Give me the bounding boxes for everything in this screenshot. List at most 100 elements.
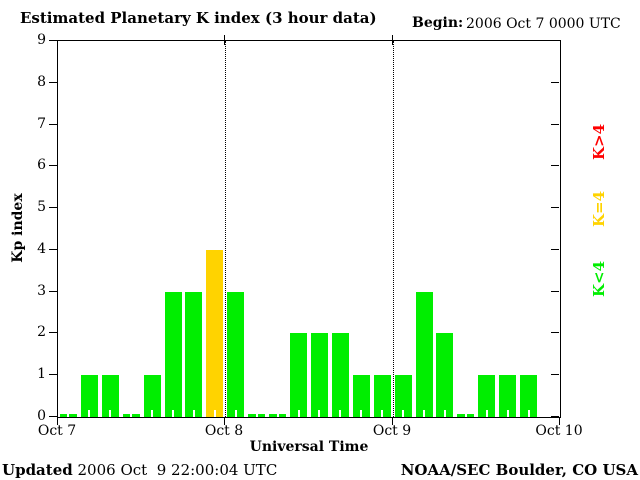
x-axis-tick	[392, 417, 393, 425]
begin-value: 2006 Oct 7 0000 UTC	[466, 16, 621, 32]
kp-bar	[394, 375, 412, 417]
axis-minor-tick	[88, 410, 91, 417]
y-axis-tick	[49, 124, 57, 125]
kp-bar	[436, 333, 454, 417]
kp-bar	[164, 292, 182, 417]
x-tick-label: Oct 10	[535, 423, 583, 439]
axis-minor-tick	[255, 410, 258, 417]
x-tick-label: Oct 7	[37, 423, 77, 439]
y-tick-label: 9	[37, 32, 46, 48]
kp-bar	[290, 333, 308, 417]
kp-bar	[80, 375, 98, 417]
y-tick-label: 3	[37, 283, 46, 299]
kp-bar	[331, 333, 349, 417]
y-axis-tick	[49, 165, 57, 166]
axis-minor-tick	[339, 410, 342, 417]
y-axis-tick-mirror	[551, 207, 559, 208]
axis-minor-tick	[381, 410, 384, 417]
kp-bar	[59, 410, 77, 417]
x-axis-tick-top	[224, 35, 225, 45]
y-tick-label: 4	[37, 241, 46, 257]
kp-bar	[143, 375, 161, 417]
legend-k-gt-4: K>4	[590, 123, 608, 161]
plot-area	[57, 40, 561, 418]
axis-minor-tick	[151, 410, 154, 417]
axis-minor-tick	[506, 410, 509, 417]
y-tick-label: 2	[37, 324, 46, 340]
axis-minor-tick	[527, 410, 530, 417]
y-tick-label: 1	[37, 366, 46, 382]
y-axis-tick	[49, 207, 57, 208]
axis-minor-tick	[109, 410, 112, 417]
axis-minor-tick	[360, 410, 363, 417]
y-axis-tick-mirror	[551, 291, 559, 292]
y-axis-tick-mirror	[551, 249, 559, 250]
kp-bar	[101, 375, 119, 417]
axis-minor-tick	[443, 410, 446, 417]
axis-minor-tick	[297, 410, 300, 417]
y-axis-tick	[49, 374, 57, 375]
axis-minor-tick	[276, 410, 279, 417]
kp-bar	[248, 410, 266, 417]
updated-value: 2006 Oct 9 22:00:04 UTC	[72, 461, 278, 479]
y-axis-tick	[49, 416, 57, 417]
kp-bar	[499, 375, 517, 417]
y-axis-tick-mirror	[551, 82, 559, 83]
x-tick-label: Oct 8	[204, 423, 244, 439]
x-axis-title: Universal Time	[249, 439, 369, 455]
axis-minor-tick	[485, 410, 488, 417]
y-tick-label: 0	[37, 408, 46, 424]
y-tick-label: 7	[37, 116, 46, 132]
axis-minor-tick	[464, 410, 467, 417]
axis-minor-tick	[318, 410, 321, 417]
x-axis-tick	[559, 417, 560, 425]
y-axis-tick-mirror	[551, 40, 559, 41]
y-axis-tick	[49, 82, 57, 83]
kp-bar	[457, 410, 475, 417]
credit-text: NOAA/SEC Boulder, CO USA	[400, 461, 638, 479]
kp-bar	[206, 250, 224, 417]
updated-timestamp: Updated 2006 Oct 9 22:00:04 UTC	[2, 461, 277, 479]
y-axis-tick	[49, 249, 57, 250]
legend-k-lt-4: K<4	[590, 260, 608, 298]
axis-minor-tick	[67, 410, 70, 417]
y-axis-tick	[49, 332, 57, 333]
axis-minor-tick	[172, 410, 175, 417]
axis-minor-tick	[234, 410, 237, 417]
chart-title: Estimated Planetary K index (3 hour data…	[20, 9, 377, 27]
updated-label: Updated	[2, 461, 73, 479]
y-tick-label: 6	[37, 157, 46, 173]
kp-bar	[122, 410, 140, 417]
axis-minor-tick	[192, 410, 195, 417]
begin-label: Begin:	[412, 15, 464, 31]
y-axis-tick	[49, 40, 57, 41]
y-axis-tick-mirror	[551, 332, 559, 333]
axis-minor-tick	[402, 410, 405, 417]
kp-bar	[227, 292, 245, 417]
kp-bar	[478, 375, 496, 417]
y-axis-tick-mirror	[551, 374, 559, 375]
kp-bar	[415, 292, 433, 417]
day-boundary-line	[393, 41, 394, 417]
axis-minor-tick	[423, 410, 426, 417]
y-tick-label: 5	[37, 199, 46, 215]
x-axis-tick	[57, 417, 58, 425]
kp-bar	[520, 375, 538, 417]
x-axis-tick	[224, 417, 225, 425]
axis-minor-tick	[213, 410, 216, 417]
kp-bar	[185, 292, 203, 417]
kp-bar	[310, 333, 328, 417]
legend-k-eq-4: K=4	[590, 190, 608, 228]
y-axis-tick-mirror	[551, 416, 559, 417]
x-tick-label: Oct 9	[372, 423, 412, 439]
y-axis-tick-mirror	[551, 124, 559, 125]
y-axis-tick-mirror	[551, 165, 559, 166]
y-tick-label: 8	[37, 74, 46, 90]
y-axis-tick	[49, 291, 57, 292]
x-axis-tick-top	[392, 35, 393, 45]
day-boundary-line	[225, 41, 226, 417]
kp-bar	[373, 375, 391, 417]
axis-minor-tick	[130, 410, 133, 417]
kp-bar	[352, 375, 370, 417]
